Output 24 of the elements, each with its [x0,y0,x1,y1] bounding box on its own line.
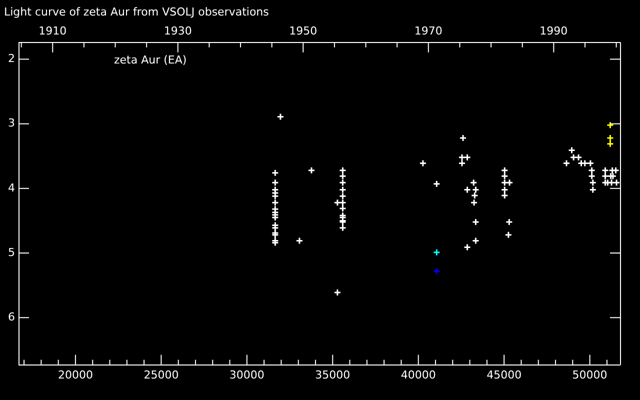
y-tick-label: 2 [8,52,15,66]
chart-title: Light curve of zeta Aur from VSOLJ observations [4,5,270,18]
point [606,121,614,129]
y-tick-label: 5 [8,246,15,259]
x-tick-label: 40000 [400,368,436,382]
point [432,248,440,256]
y-tick-label: 6 [8,310,15,324]
point [432,267,440,275]
x2-tick-label: 1950 [289,24,318,38]
y-tick-label: 4 [8,181,15,194]
x-tick-label: 35000 [315,368,350,382]
x2-tick-label: 1990 [540,24,568,38]
y-tick-label: 3 [8,116,15,130]
x-tick-label: 30000 [229,368,264,382]
x-tick-label: 25000 [144,368,179,382]
annotation: zeta Aur (EA) [114,53,187,66]
point [606,140,614,148]
x-tick-label: 20000 [58,368,93,382]
x2-tick-label: 1910 [38,24,67,38]
x-tick-label: 45000 [486,368,522,382]
point [606,134,614,142]
x-tick-label: 50000 [572,368,608,382]
x2-tick-label: 1930 [164,24,192,38]
x2-tick-label: 1970 [414,24,442,38]
